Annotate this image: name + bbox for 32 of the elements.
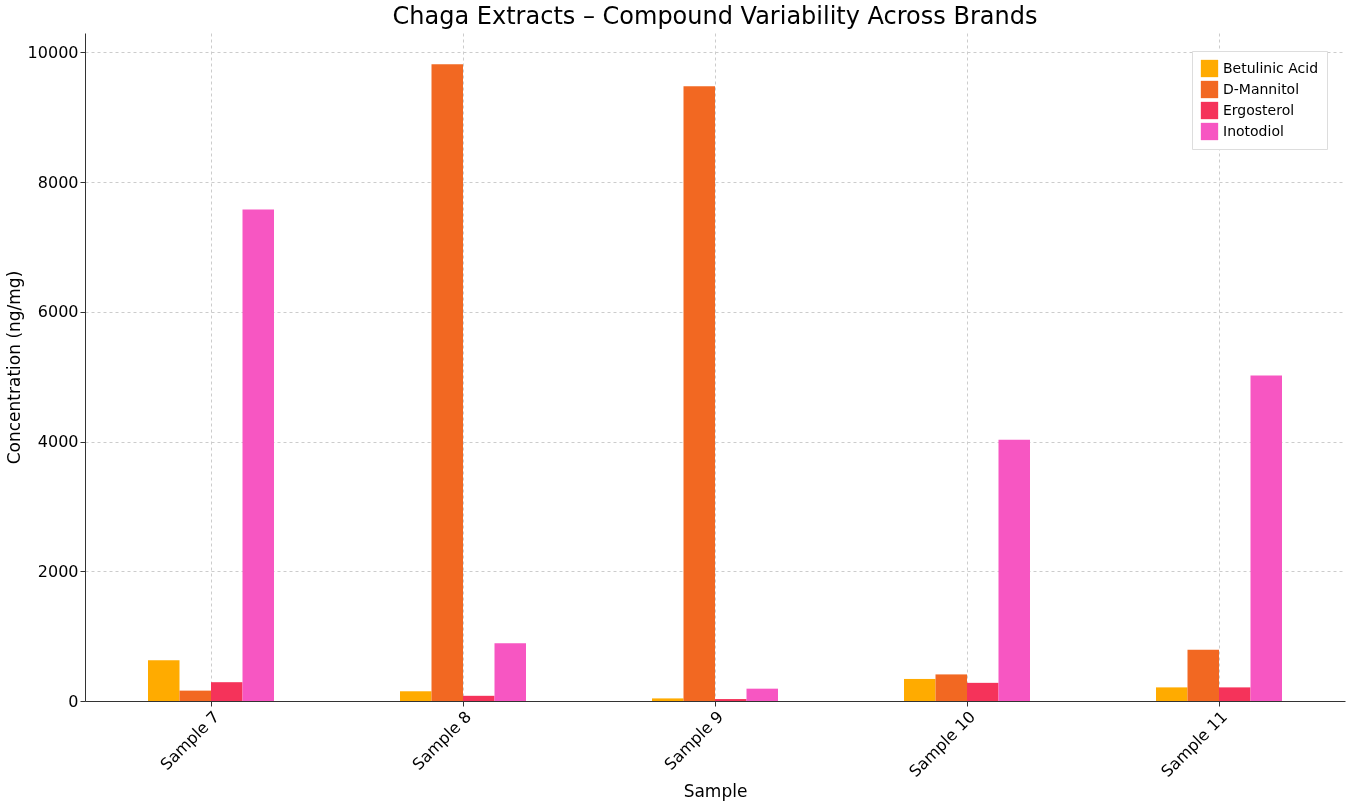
y-tick-label: 6000 [37,302,79,322]
legend-label: Betulinic Acid [1223,59,1319,76]
y-axis-title: Concentration (ng/mg) [3,270,24,465]
bar [431,64,463,701]
bar [1187,649,1219,701]
bar [967,682,999,701]
legend-label: Ergosterol [1223,101,1295,118]
y-tick-label: 8000 [37,172,79,192]
y-tick-label: 0 [68,691,79,711]
bar [494,643,526,701]
bar [935,674,967,701]
bar [1156,687,1188,701]
y-tick-label: 10000 [27,42,79,62]
bar [746,688,778,701]
bar [179,690,211,701]
bar [463,695,495,701]
bar [211,682,243,701]
bar [242,209,274,701]
bar [148,660,180,701]
bar [1250,375,1282,701]
bar [904,678,936,701]
bar [683,86,715,701]
bar [1219,687,1251,701]
legend-label: D-Mannitol [1223,80,1300,97]
x-axis-title: Sample [683,781,748,802]
legend-label: Inotodiol [1223,122,1284,139]
bar [998,439,1030,701]
bar [400,691,432,701]
y-tick-label: 4000 [37,432,79,452]
y-tick-label: 2000 [37,561,79,581]
chart-title: Chaga Extracts – Compound Variability Across Brands [392,2,1038,30]
bar [652,698,684,701]
